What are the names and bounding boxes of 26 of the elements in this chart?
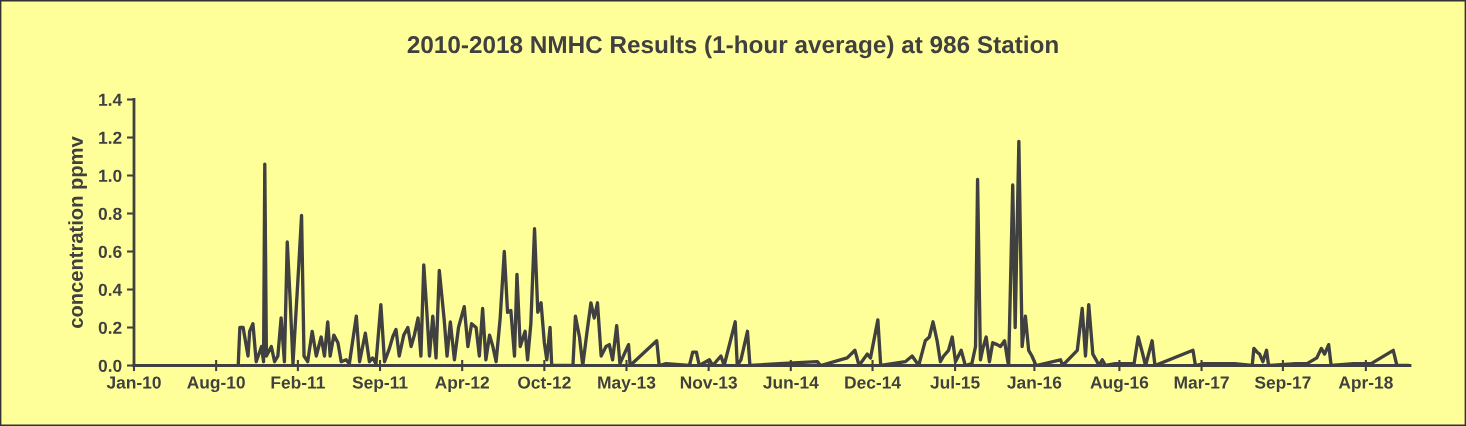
chart-title: 2010-2018 NMHC Results (1-hour average) at 986 Station (407, 35, 1058, 59)
x-tick-label: Feb-11 (271, 375, 325, 389)
y-tick-label: 0.2 (98, 321, 122, 334)
x-tick-label: Apr-18 (1338, 376, 1393, 393)
x-tick-label: Apr-12 (435, 376, 489, 393)
x-tick-label: Sep-17 (1254, 376, 1311, 393)
y-tick-label: 0.6 (98, 245, 122, 258)
x-tick-label: Oct-12 (518, 376, 571, 389)
x-tick-label: Sep-11 (352, 376, 408, 393)
x-tick-label: Aug-10 (187, 376, 245, 393)
y-tick-label: 1.0 (99, 169, 122, 182)
y-tick-label: 0.4 (98, 283, 123, 296)
x-tick-label: Jan-16 (1007, 376, 1062, 389)
y-axis-title: concentration ppmv (68, 136, 87, 328)
x-tick-label: Aug-16 (1090, 376, 1149, 393)
x-tick-label: Jun-14 (763, 376, 819, 389)
x-tick-label: Jan-10 (106, 376, 161, 389)
x-tick-label: Jul-15 (930, 375, 980, 389)
x-tick-label: Nov-13 (680, 376, 737, 389)
y-tick-label: 0.0 (98, 359, 122, 372)
y-tick-label: 1.2 (99, 131, 122, 144)
x-tick-label: Mar-17 (1174, 376, 1229, 389)
x-tick-label: May-13 (598, 376, 656, 393)
y-tick-label: 0.8 (98, 207, 122, 220)
x-tick-label: Dec-14 (845, 376, 901, 389)
y-tick-label: 1.4 (99, 93, 123, 106)
